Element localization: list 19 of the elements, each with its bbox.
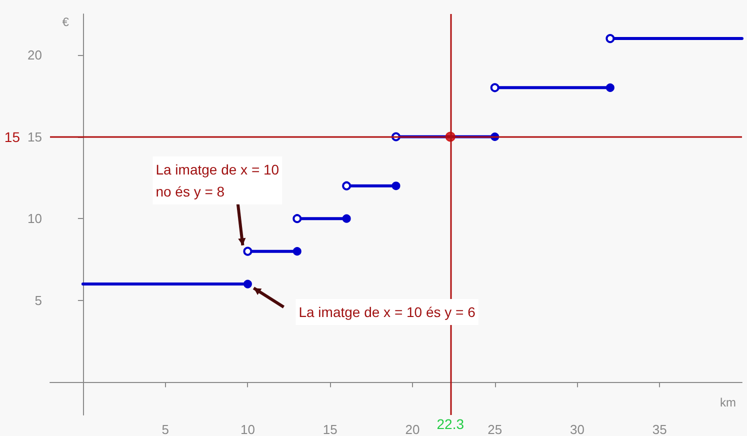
x-tick-label: 15 <box>322 422 338 436</box>
y-tick-label: 20 <box>28 47 42 62</box>
point <box>606 34 615 44</box>
x-tick-label: 10 <box>240 422 255 436</box>
y-tick-label: 15 <box>28 129 42 144</box>
y-tick-label: 5 <box>34 292 42 308</box>
annotation: La imatge de x = 10 és y = 6 <box>298 304 476 320</box>
x-axis-title: km <box>720 395 736 410</box>
annotation: La imatge de x = 10 no és y = 8 <box>156 161 280 200</box>
x-tick-label: 25 <box>488 422 502 436</box>
y-tick-label: 10 <box>28 211 42 226</box>
ref-line-label: 15 <box>4 128 20 145</box>
x-tick-label: 35 <box>652 422 667 436</box>
point <box>243 280 252 288</box>
ref-line-label: 22.3 <box>436 416 464 432</box>
x-tick-label: 20 <box>405 422 420 436</box>
y-axis-title: € <box>62 15 70 29</box>
x-tick-label: 5 <box>162 422 169 436</box>
x-tick-label: 30 <box>570 422 584 436</box>
